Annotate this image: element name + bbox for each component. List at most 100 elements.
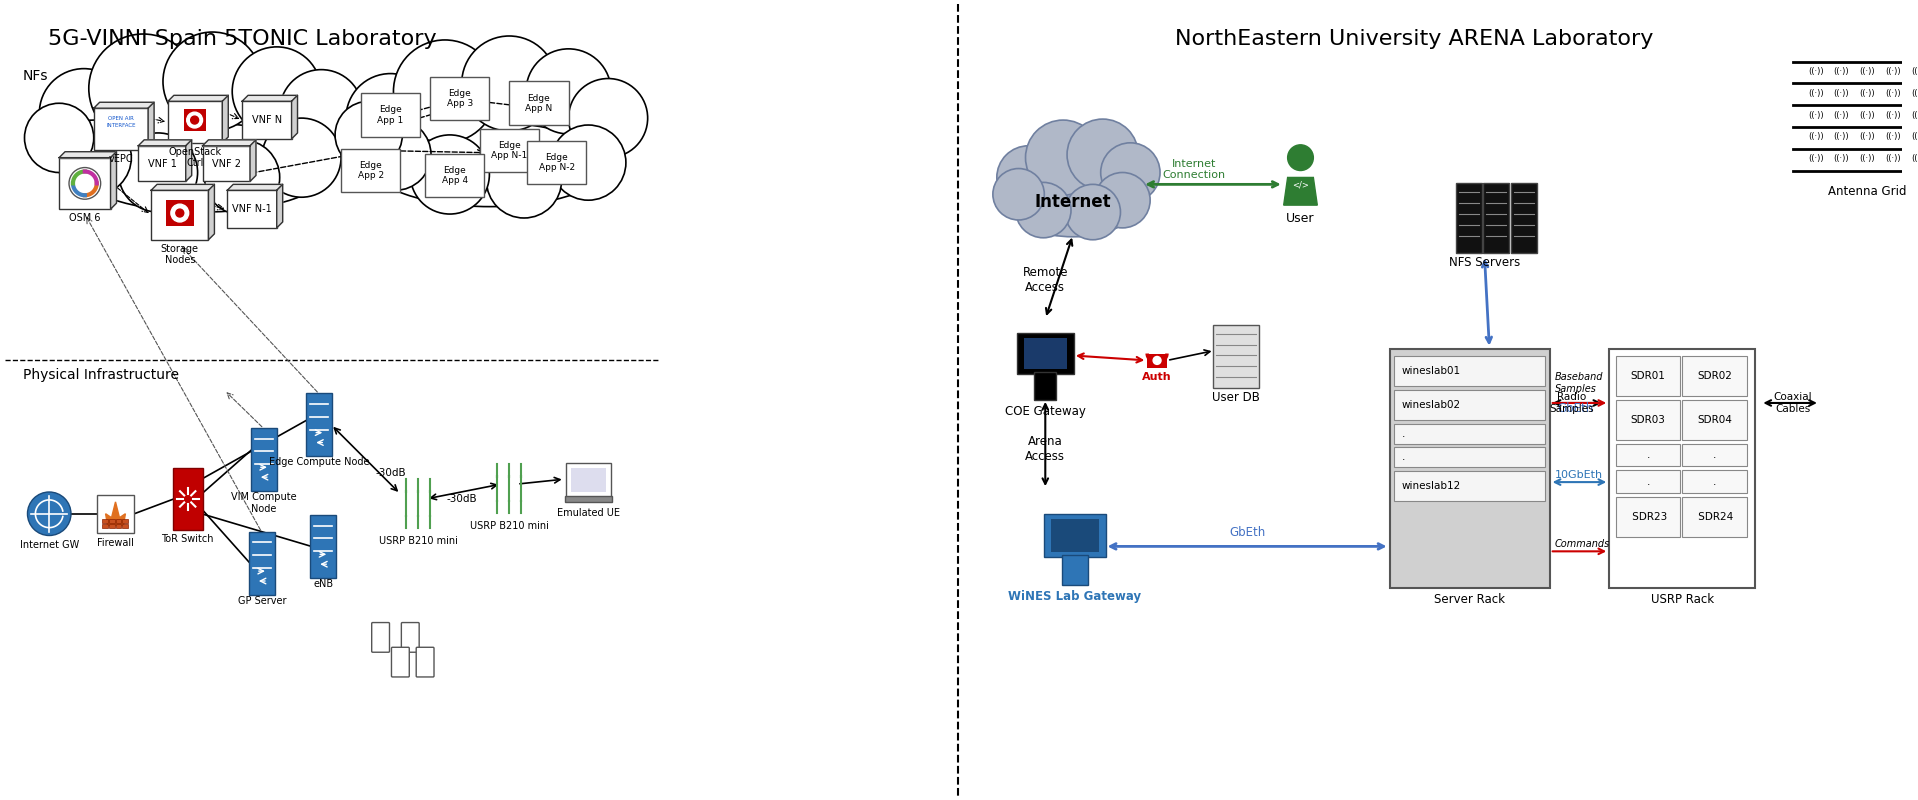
- Polygon shape: [59, 152, 117, 158]
- Circle shape: [280, 70, 363, 153]
- Text: GbEth: GbEth: [1557, 402, 1594, 415]
- Text: .: .: [1646, 450, 1649, 460]
- Text: USRP B210 mini: USRP B210 mini: [378, 535, 458, 546]
- Text: ToR Switch: ToR Switch: [161, 534, 215, 543]
- Polygon shape: [1283, 178, 1318, 205]
- FancyBboxPatch shape: [1394, 424, 1544, 443]
- FancyBboxPatch shape: [401, 622, 420, 652]
- Text: eNB: eNB: [313, 579, 334, 589]
- Text: Edge
App 4: Edge App 4: [441, 166, 468, 185]
- Text: ((·)): ((·)): [1885, 110, 1901, 120]
- Text: ((·)): ((·)): [1859, 67, 1876, 76]
- Text: wineslab12: wineslab12: [1402, 481, 1462, 491]
- Circle shape: [1066, 119, 1137, 190]
- FancyBboxPatch shape: [1682, 443, 1747, 466]
- FancyBboxPatch shape: [173, 468, 203, 530]
- FancyBboxPatch shape: [138, 146, 186, 182]
- FancyBboxPatch shape: [480, 129, 539, 173]
- Polygon shape: [242, 95, 297, 102]
- Text: OpenStack
Ctrl: OpenStack Ctrl: [169, 146, 222, 168]
- FancyBboxPatch shape: [372, 622, 389, 652]
- FancyBboxPatch shape: [1682, 357, 1747, 396]
- FancyBboxPatch shape: [1456, 183, 1481, 253]
- Text: ((·)): ((·)): [1910, 67, 1918, 76]
- FancyBboxPatch shape: [109, 518, 115, 522]
- Polygon shape: [105, 502, 125, 526]
- Circle shape: [997, 146, 1061, 209]
- Text: 5G-VINNI Spain 5TONIC Laboratory: 5G-VINNI Spain 5TONIC Laboratory: [48, 29, 437, 49]
- Text: VNF 2: VNF 2: [211, 158, 242, 169]
- FancyBboxPatch shape: [1389, 349, 1550, 588]
- Text: ((·)): ((·)): [1809, 89, 1824, 98]
- Text: ((·)): ((·)): [1809, 154, 1824, 163]
- Text: SDR02: SDR02: [1697, 371, 1732, 382]
- Polygon shape: [138, 140, 192, 146]
- FancyBboxPatch shape: [570, 468, 606, 492]
- Text: Commands: Commands: [1555, 539, 1609, 550]
- Text: wineslab02: wineslab02: [1402, 400, 1460, 410]
- Circle shape: [1026, 120, 1101, 195]
- Polygon shape: [148, 102, 153, 150]
- FancyBboxPatch shape: [527, 141, 587, 184]
- Text: NFS Servers: NFS Servers: [1448, 255, 1521, 269]
- FancyBboxPatch shape: [1063, 555, 1088, 585]
- Text: .: .: [1402, 452, 1404, 462]
- FancyBboxPatch shape: [167, 200, 194, 226]
- FancyBboxPatch shape: [566, 463, 612, 497]
- Circle shape: [1095, 173, 1151, 228]
- Circle shape: [1064, 184, 1120, 240]
- FancyBboxPatch shape: [249, 531, 274, 595]
- Polygon shape: [203, 140, 255, 146]
- FancyBboxPatch shape: [341, 149, 401, 192]
- Text: ((·)): ((·)): [1910, 132, 1918, 142]
- FancyBboxPatch shape: [416, 647, 433, 677]
- Text: Edge
App N: Edge App N: [526, 94, 552, 113]
- Circle shape: [550, 125, 625, 200]
- FancyBboxPatch shape: [1043, 514, 1105, 558]
- Circle shape: [88, 34, 198, 143]
- Text: ((·)): ((·)): [1885, 132, 1901, 142]
- Text: SDR04: SDR04: [1697, 414, 1732, 425]
- Text: Arena
Access: Arena Access: [1026, 434, 1064, 462]
- FancyBboxPatch shape: [1609, 349, 1755, 588]
- Text: SDR03: SDR03: [1630, 414, 1665, 425]
- Text: ((·)): ((·)): [1885, 89, 1901, 98]
- Circle shape: [40, 69, 129, 158]
- FancyBboxPatch shape: [203, 146, 249, 182]
- Ellipse shape: [1017, 187, 1130, 237]
- FancyBboxPatch shape: [226, 190, 276, 228]
- Text: Internet GW: Internet GW: [19, 541, 79, 550]
- Text: .: .: [1402, 429, 1404, 438]
- Circle shape: [526, 49, 612, 134]
- FancyBboxPatch shape: [391, 647, 409, 677]
- Circle shape: [1017, 182, 1070, 238]
- FancyBboxPatch shape: [1617, 357, 1680, 396]
- Text: OPEN AIR: OPEN AIR: [107, 116, 134, 121]
- FancyBboxPatch shape: [96, 495, 134, 533]
- FancyBboxPatch shape: [1214, 325, 1258, 388]
- Text: ((·)): ((·)): [1809, 67, 1824, 76]
- FancyBboxPatch shape: [1017, 333, 1074, 374]
- Circle shape: [361, 119, 432, 190]
- FancyBboxPatch shape: [1051, 518, 1099, 552]
- FancyBboxPatch shape: [426, 154, 485, 198]
- Circle shape: [393, 40, 497, 143]
- Text: .: .: [1646, 477, 1649, 486]
- Circle shape: [25, 103, 94, 173]
- Text: NFs: NFs: [23, 69, 48, 82]
- Circle shape: [1101, 143, 1160, 202]
- Polygon shape: [249, 140, 255, 182]
- Text: Physical Infrastructure: Physical Infrastructure: [23, 368, 178, 382]
- FancyBboxPatch shape: [1483, 183, 1509, 253]
- Circle shape: [410, 135, 489, 214]
- Text: ((·)): ((·)): [1859, 132, 1876, 142]
- Text: COE Gateway: COE Gateway: [1005, 405, 1086, 418]
- Text: Storage
Nodes: Storage Nodes: [161, 244, 199, 266]
- FancyBboxPatch shape: [564, 496, 612, 502]
- FancyBboxPatch shape: [59, 158, 111, 209]
- FancyBboxPatch shape: [1617, 497, 1680, 537]
- FancyBboxPatch shape: [1024, 338, 1066, 370]
- Ellipse shape: [370, 122, 608, 206]
- FancyBboxPatch shape: [242, 102, 292, 139]
- Text: Internet: Internet: [1034, 193, 1111, 211]
